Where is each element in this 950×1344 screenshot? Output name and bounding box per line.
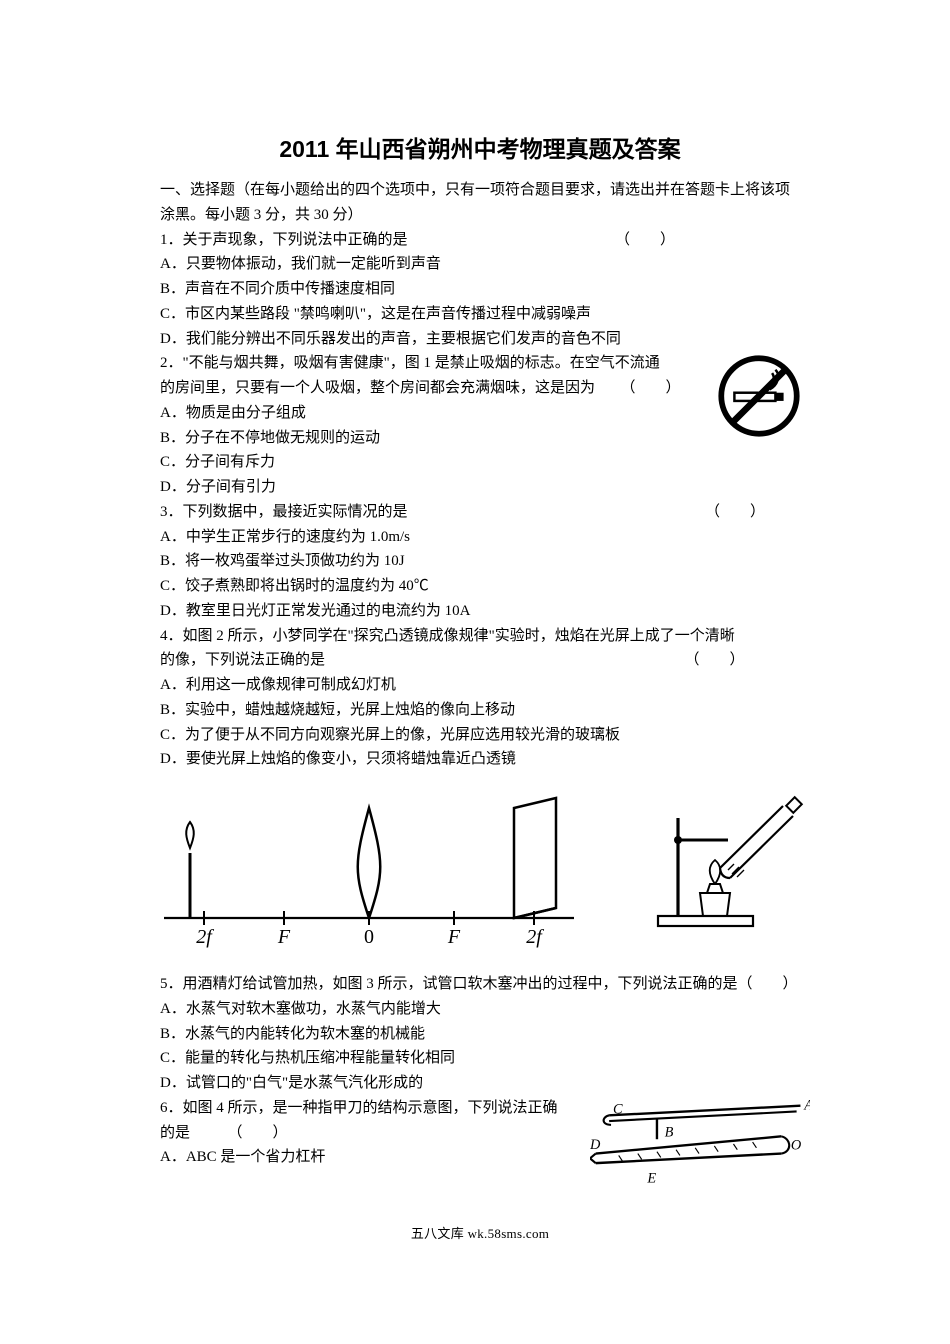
q2-opt-a: A．物质是由分子组成 — [160, 401, 800, 426]
q2-stem-line2-row: 的房间里，只要有一个人吸烟，整个房间都会充满烟味，这是因为 （ ） — [160, 376, 800, 401]
q1-opt-c: C．市区内某些路段 "禁鸣喇叭"，这是在声音传播过程中减弱噪声 — [160, 302, 800, 327]
q3-stem: 3．下列数据中，最接近实际情况的是 — [160, 504, 408, 520]
q4-opt-c: C．为了便于从不同方向观察光屏上的像，光屏应选用较光滑的玻璃板 — [160, 723, 800, 748]
q3-opt-b: B．将一枚鸡蛋举过头顶做功约为 10J — [160, 549, 800, 574]
q2-opt-b: B．分子在不停地做无规则的运动 — [160, 426, 800, 451]
axis-label-zero: 0 — [364, 926, 374, 948]
optics-diagram-icon: 2f F 0 F 2f — [154, 778, 584, 948]
q2-stem-line2: 的房间里，只要有一个人吸烟，整个房间都会充满烟味，这是因为 — [160, 380, 595, 396]
q4-stem-line2-row: 的像，下列说法正确的是 （ ） — [160, 648, 800, 673]
q5-opt-b: B．水蒸气的内能转化为软木塞的机械能 — [160, 1022, 800, 1047]
section-header: 一、选择题（在每小题给出的四个选项中，只有一项符合题目要求，请选出并在答题卡上将… — [160, 178, 800, 228]
figure-2-optics: 2f F 0 F 2f — [154, 778, 584, 953]
q6-paren: （ ） — [228, 1121, 288, 1146]
q3-opt-d: D．教室里日光灯正常发光通过的电流约为 10A — [160, 599, 800, 624]
q5-stem: 5．用酒精灯给试管加热，如图 3 所示，试管口软木塞冲出的过程中，下列说法正确的… — [160, 972, 800, 997]
q4-paren: （ ） — [685, 648, 745, 673]
q5-opt-c: C．能量的转化与热机压缩冲程能量转化相同 — [160, 1046, 800, 1071]
q6-stem-line2-row: 的是 （ ） — [160, 1121, 800, 1146]
test-tube-icon — [648, 788, 808, 938]
exam-page: 2011 年山西省朔州中考物理真题及答案 一、选择题（在每小题给出的四个选项中，… — [0, 0, 950, 1282]
label-A: A — [803, 1097, 810, 1113]
figure-2-and-3-row: 2f F 0 F 2f — [160, 778, 800, 958]
axis-label-posF: F — [447, 926, 461, 948]
page-footer: 五八文库 wk.58sms.com — [160, 1223, 800, 1242]
q5-opt-d: D．试管口的"白气"是水蒸气汽化形成的 — [160, 1071, 800, 1096]
q3-paren: （ ） — [705, 500, 765, 525]
q1-opt-d: D．我们能分辨出不同乐器发出的声音，主要根据它们发声的音色不同 — [160, 327, 800, 352]
q2-opt-c: C．分子间有斥力 — [160, 450, 800, 475]
axis-label-pos2f: 2f — [526, 926, 544, 948]
q2-opt-d: D．分子间有引力 — [160, 475, 800, 500]
q1-opt-a: A．只要物体振动，我们就一定能听到声音 — [160, 252, 800, 277]
q3-opt-c: C．饺子煮熟即将出锅时的温度约为 40℃ — [160, 574, 800, 599]
q4-opt-b: B．实验中，蜡烛越烧越短，光屏上烛焰的像向上移动 — [160, 698, 800, 723]
q1-stem: 1．关于声现象，下列说法中正确的是 — [160, 232, 408, 248]
figure-3-test-tube — [648, 788, 808, 943]
q4-stem-line2: 的像，下列说法正确的是 — [160, 652, 325, 668]
axis-label-neg2f: 2f — [196, 926, 214, 948]
page-title: 2011 年山西省朔州中考物理真题及答案 — [160, 130, 800, 164]
q2-stem-line1: 2．"不能与烟共舞，吸烟有害健康"，图 1 是禁止吸烟的标志。在空气不流通 — [160, 351, 800, 376]
q4-opt-d: D．要使光屏上烛焰的像变小，只须将蜡烛靠近凸透镜 — [160, 747, 800, 772]
q1-paren: （ ） — [615, 228, 675, 253]
q1-stem-row: 1．关于声现象，下列说法中正确的是 （ ） — [160, 228, 800, 253]
q6-opt-a: A．ABC 是一个省力杠杆 — [160, 1145, 800, 1170]
q6-stem-line1: 6．如图 4 所示，是一种指甲刀的结构示意图，下列说法正确 — [160, 1096, 800, 1121]
q4-opt-a: A．利用这一成像规律可制成幻灯机 — [160, 673, 800, 698]
label-E: E — [646, 1170, 656, 1186]
q2-paren: （ ） — [621, 376, 681, 401]
q6-stem-line2: 的是 — [160, 1125, 190, 1141]
q4-stem-line1: 4．如图 2 所示，小梦同学在"探究凸透镜成像规律"实验时，烛焰在光屏上成了一个… — [160, 624, 800, 649]
axis-label-negF: F — [277, 926, 291, 948]
q1-opt-b: B．声音在不同介质中传播速度相同 — [160, 277, 800, 302]
q5-opt-a: A．水蒸气对软木塞做功，水蒸气内能增大 — [160, 997, 800, 1022]
q3-opt-a: A．中学生正常步行的速度约为 1.0m/s — [160, 525, 800, 550]
q3-stem-row: 3．下列数据中，最接近实际情况的是 （ ） — [160, 500, 800, 525]
